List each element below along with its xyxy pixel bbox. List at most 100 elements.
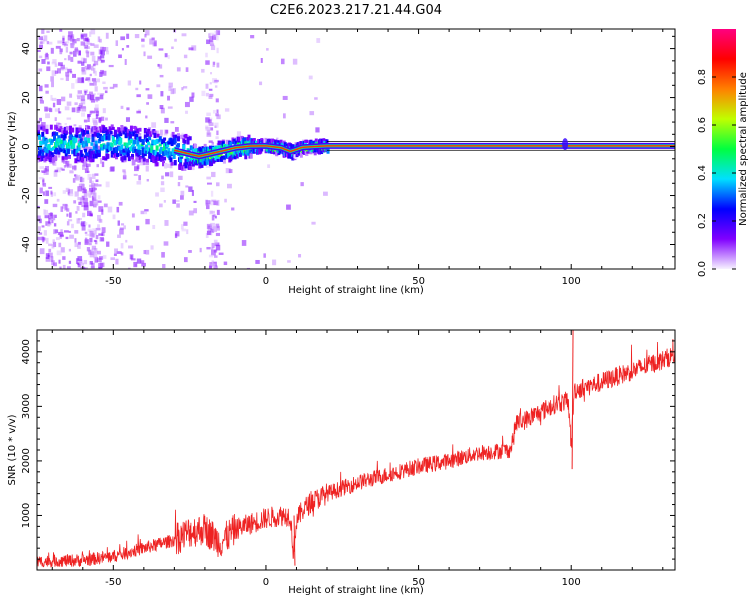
x-tick-label: -50: [105, 276, 121, 287]
heatmap-cell: [100, 93, 105, 96]
heatmap-cell: [160, 91, 164, 97]
heatmap-cell: [84, 37, 89, 42]
heatmap-cell: [208, 88, 213, 91]
heatmap-cell: [191, 45, 197, 51]
heatmap-cell: [178, 175, 183, 180]
heatmap-cell: [77, 77, 81, 84]
heatmap-cell: [94, 140, 98, 147]
heatmap-cell: [51, 81, 54, 88]
heatmap-cell: [152, 149, 156, 155]
heatmap-cell: [89, 156, 93, 163]
spectrogram-xlabel: Height of straight line (km): [288, 285, 424, 296]
heatmap-cell: [90, 94, 95, 100]
heatmap-cell: [296, 142, 300, 146]
heatmap-cell: [83, 259, 88, 265]
heatmap-cell: [83, 205, 89, 211]
heatmap-cell: [88, 31, 92, 37]
heatmap-cell: [37, 120, 41, 123]
heatmap-cell: [97, 56, 102, 61]
heatmap-cell: [91, 93, 96, 96]
heatmap-cell: [41, 131, 45, 138]
heatmap-cell: [97, 149, 101, 154]
heatmap-cell: [205, 126, 211, 131]
heatmap-cell: [70, 134, 74, 140]
heatmap-cell: [54, 70, 58, 74]
heatmap-cell: [52, 159, 57, 166]
heatmap-cell: [85, 163, 91, 167]
heatmap-cell: [87, 113, 91, 118]
heatmap-cell: [208, 122, 214, 126]
heatmap-cell: [176, 133, 180, 139]
y-tick-label: 20: [21, 91, 32, 104]
heatmap-cell: [139, 161, 145, 166]
heatmap-cell: [168, 86, 172, 92]
heatmap-cell: [69, 51, 73, 55]
heatmap-cell: [75, 133, 79, 138]
heatmap-cell: [67, 68, 72, 73]
heatmap-cell: [69, 212, 72, 218]
heatmap-cell: [93, 253, 98, 259]
heatmap-cell: [159, 74, 164, 78]
heatmap-cell: [259, 139, 263, 144]
heatmap-cell: [102, 156, 106, 161]
heatmap-cell: [314, 138, 318, 143]
heatmap-cell: [91, 78, 97, 82]
heatmap-cell: [53, 223, 57, 227]
heatmap-cell: [171, 131, 175, 137]
heatmap-cell: [47, 143, 51, 150]
heatmap-cell: [48, 151, 52, 157]
heatmap-cell: [205, 117, 210, 123]
heatmap-cell: [165, 129, 169, 134]
heatmap-cell: [167, 95, 171, 101]
y-tick-label: 2000: [21, 448, 32, 473]
y-tick-label: 1000: [21, 503, 32, 528]
heatmap-cell: [106, 241, 110, 247]
heatmap-cell: [54, 108, 59, 112]
heatmap-cell: [54, 124, 58, 130]
heatmap-cell: [49, 124, 53, 130]
heatmap-cell: [66, 148, 70, 155]
heatmap-cell: [45, 257, 51, 262]
heatmap-cell: [91, 65, 94, 71]
heatmap-cell: [158, 143, 162, 147]
heatmap-cell: [228, 169, 233, 174]
heatmap-cell: [107, 134, 111, 139]
heatmap-cell: [110, 142, 114, 147]
heatmap-cell: [44, 53, 49, 60]
heatmap-cell: [82, 267, 88, 269]
heatmap-cell: [93, 67, 96, 74]
heatmap-cell: [109, 86, 115, 89]
heatmap-cell: [164, 117, 169, 123]
chart-title: C2E6.2023.217.21.44.G04: [270, 3, 442, 18]
heatmap-cell: [60, 67, 64, 71]
heatmap-cell: [126, 107, 130, 111]
heatmap-cell: [123, 142, 127, 147]
heatmap-cell: [205, 232, 209, 238]
heatmap-cell: [54, 169, 59, 173]
heatmap-cell: [89, 112, 93, 115]
heatmap-cell: [158, 64, 163, 69]
heatmap-cell: [101, 227, 106, 233]
heatmap-cell: [77, 147, 81, 152]
heatmap-cell: [131, 213, 135, 218]
snr-xlabel: Height of straight line (km): [288, 585, 424, 596]
heatmap-cell: [37, 205, 40, 208]
heatmap-cell: [211, 171, 216, 178]
heatmap-cell: [209, 262, 212, 268]
heatmap-cell: [154, 158, 158, 164]
heatmap-cell: [122, 175, 127, 180]
heatmap-cell: [81, 202, 84, 207]
heatmap-cell: [51, 97, 57, 101]
heatmap-cell: [49, 157, 55, 164]
heatmap-cell: [64, 122, 67, 126]
heatmap-cell: [184, 163, 188, 169]
heatmap-cell: [170, 121, 175, 124]
spectrogram-y-ticks: -40 -20 0 20 40: [21, 35, 675, 270]
heatmap-cell: [69, 163, 72, 168]
heatmap-cell: [129, 139, 133, 144]
heatmap-cell: [287, 260, 291, 263]
heatmap-cell: [42, 125, 46, 132]
heatmap-cell: [314, 97, 318, 100]
heatmap-cell: [80, 41, 86, 46]
heatmap-cell: [65, 204, 68, 211]
